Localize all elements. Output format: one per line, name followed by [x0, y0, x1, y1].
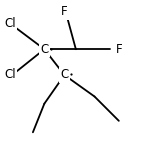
Text: F: F	[61, 6, 68, 18]
Text: Cl: Cl	[4, 17, 16, 30]
Text: F: F	[115, 43, 122, 56]
Text: C: C	[60, 69, 68, 81]
Text: C: C	[40, 43, 48, 56]
Text: Cl: Cl	[4, 69, 16, 81]
